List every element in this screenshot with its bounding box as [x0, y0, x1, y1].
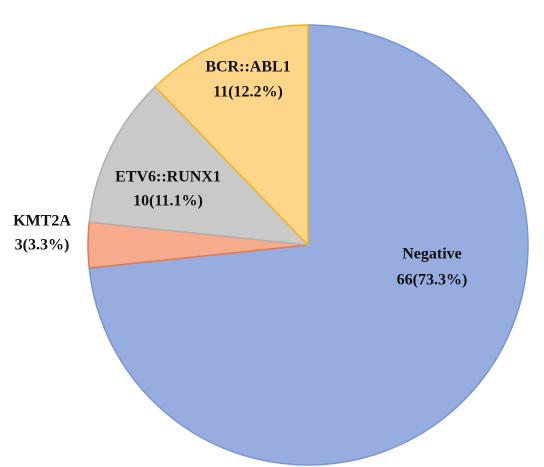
slice-label: ETV6::RUNX1 — [115, 169, 221, 186]
slice-label: Negative — [402, 246, 462, 263]
slice-value-label: 3(3.3%) — [15, 237, 70, 254]
slice-value-label: 11(12.2%) — [213, 84, 283, 101]
pie-slice — [154, 24, 309, 247]
slice-value-label: 66(73.3%) — [397, 272, 468, 289]
slice-label: BCR::ABL1 — [205, 59, 290, 76]
pie-slice — [88, 85, 310, 246]
slice-label: KMT2A — [13, 213, 71, 230]
slice-value-label: 10(11.1%) — [133, 193, 203, 210]
